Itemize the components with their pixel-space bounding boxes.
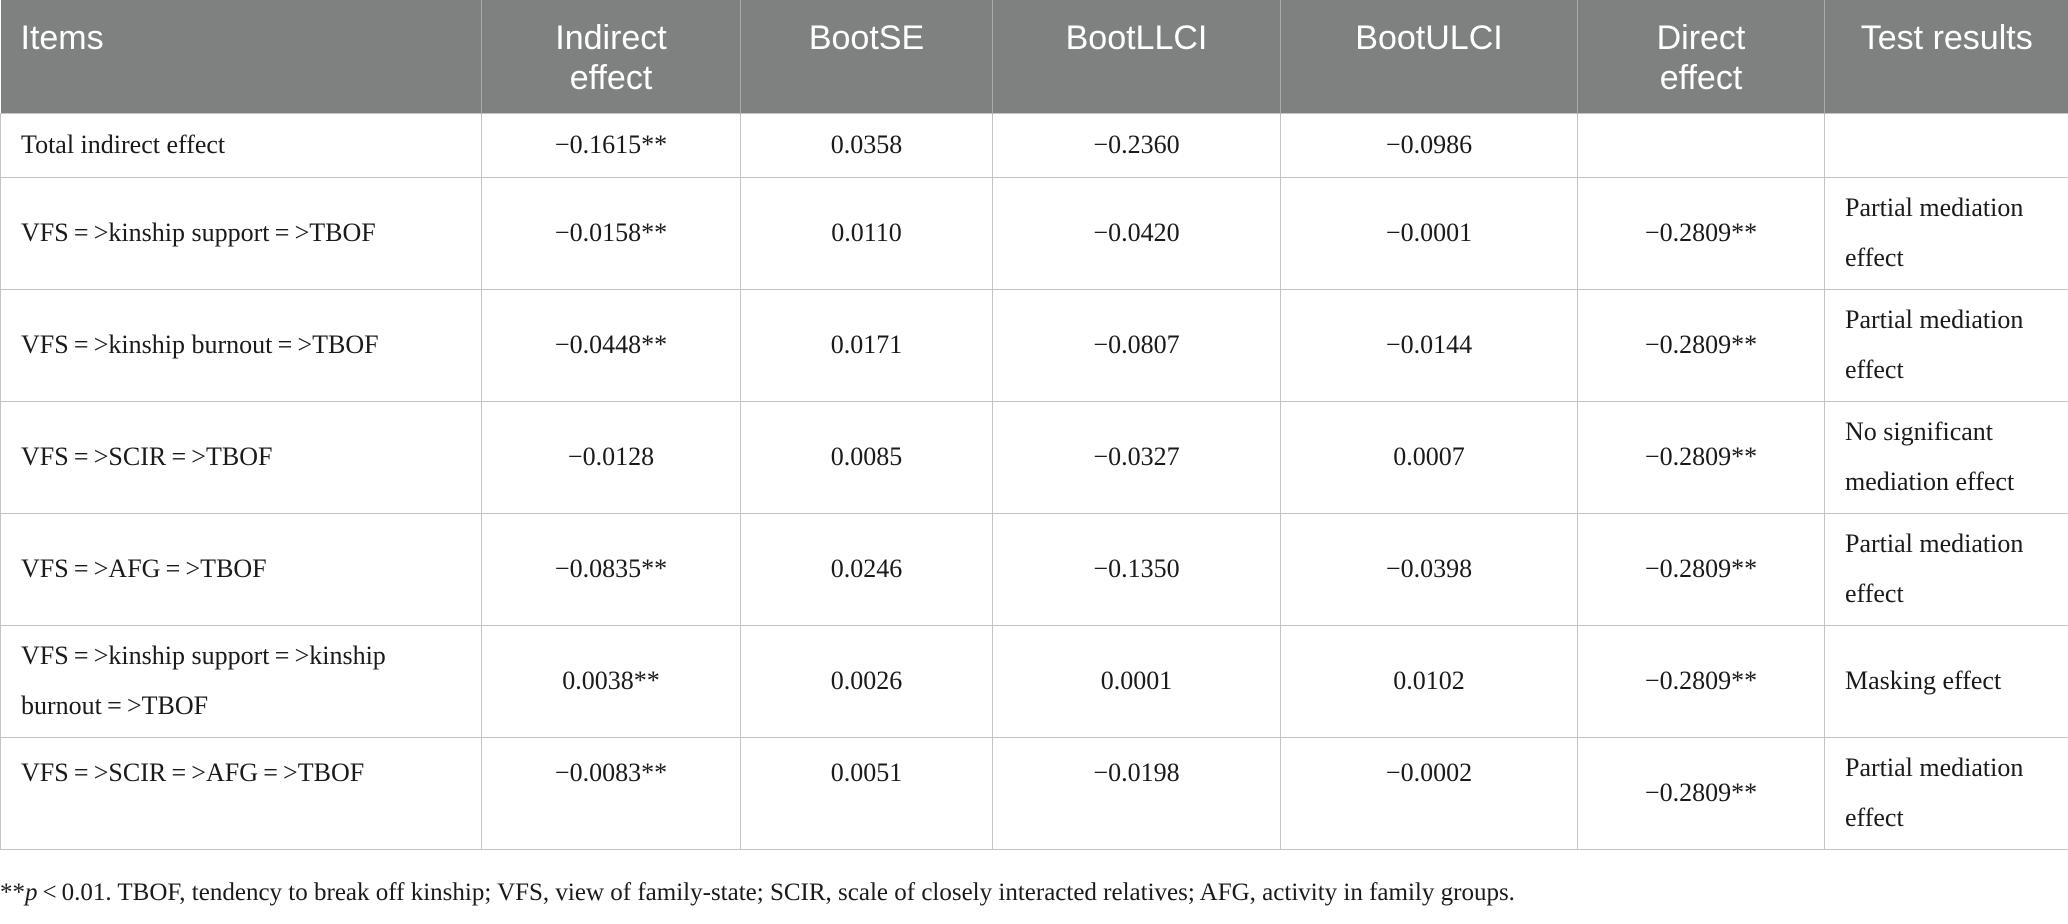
cell-bootllci: −0.0327 [992, 400, 1281, 514]
cell-bootllci: −0.0807 [992, 288, 1281, 402]
cell-test-result [1824, 112, 2068, 178]
cell-bootse: 0.0171 [740, 288, 993, 402]
cell-test-result: Masking effect [1824, 624, 2068, 738]
cell-item: VFS = >kinship support = >kinship burnou… [0, 624, 482, 738]
cell-test-result: No significant mediation effect [1824, 400, 2068, 514]
header-bootulci: BootULCI [1280, 0, 1578, 113]
cell-bootse: 0.0246 [740, 512, 993, 626]
cell-item: VFS = >kinship burnout = >TBOF [0, 288, 482, 402]
cell-bootllci: −0.1350 [992, 512, 1281, 626]
cell-bootulci: −0.0986 [1280, 112, 1578, 178]
cell-bootse: 0.0051 [740, 736, 993, 850]
cell-bootulci: 0.0007 [1280, 400, 1578, 514]
table-row: VFS = >SCIR = >TBOF −0.0128 0.0085 −0.03… [0, 400, 2068, 514]
cell-direct-effect [1577, 112, 1825, 178]
table-header-row: Items Indirect effect BootSE BootLLCI Boo… [0, 0, 2068, 113]
cell-bootulci: −0.0002 [1280, 736, 1578, 850]
cell-test-result: Partial mediation effect [1824, 288, 2068, 402]
table-row: VFS = >SCIR = >AFG = >TBOF −0.0083** 0.0… [0, 736, 2068, 850]
cell-direct-effect: −0.2809** [1577, 288, 1825, 402]
cell-direct-effect: −0.2809** [1577, 736, 1825, 850]
cell-indirect-effect: −0.0835** [481, 512, 741, 626]
footnote-stars: ** [0, 879, 25, 906]
cell-test-result: Partial mediation effect [1824, 512, 2068, 626]
mediation-results-table: Items Indirect effect BootSE BootLLCI Boo… [0, 0, 2068, 850]
cell-bootse: 0.0110 [740, 176, 993, 290]
cell-direct-effect: −0.2809** [1577, 512, 1825, 626]
cell-direct-effect: −0.2809** [1577, 400, 1825, 514]
footnote-text: < 0.01. TBOF, tendency to break off kins… [37, 879, 1515, 906]
cell-bootse: 0.0358 [740, 112, 993, 178]
cell-indirect-effect: −0.0158** [481, 176, 741, 290]
cell-item: VFS = >kinship support = >TBOF [0, 176, 482, 290]
cell-bootllci: −0.0198 [992, 736, 1281, 850]
cell-bootulci: −0.0144 [1280, 288, 1578, 402]
cell-direct-effect: −0.2809** [1577, 176, 1825, 290]
table-row: VFS = >AFG = >TBOF −0.0835** 0.0246 −0.1… [0, 512, 2068, 626]
cell-bootulci: −0.0001 [1280, 176, 1578, 290]
cell-indirect-effect: −0.1615** [481, 112, 741, 178]
cell-bootse: 0.0085 [740, 400, 993, 514]
cell-indirect-effect: −0.0448** [481, 288, 741, 402]
cell-direct-effect: −0.2809** [1577, 624, 1825, 738]
table-row: VFS = >kinship support = >kinship burnou… [0, 624, 2068, 738]
table-row: Total indirect effect −0.1615** 0.0358 −… [0, 112, 2068, 178]
footnote-p-symbol: p [25, 879, 38, 906]
cell-test-result: Partial mediation effect [1824, 736, 2068, 850]
header-indirect-effect: Indirect effect [481, 0, 741, 113]
cell-item: Total indirect effect [0, 112, 482, 178]
header-bootse: BootSE [740, 0, 993, 113]
cell-item: VFS = >AFG = >TBOF [0, 512, 482, 626]
table-row: VFS = >kinship support = >TBOF −0.0158**… [0, 176, 2068, 290]
cell-indirect-effect: 0.0038** [481, 624, 741, 738]
table-row: VFS = >kinship burnout = >TBOF −0.0448**… [0, 288, 2068, 402]
cell-bootllci: −0.0420 [992, 176, 1281, 290]
cell-indirect-effect: −0.0083** [481, 736, 741, 850]
header-bootllci: BootLLCI [992, 0, 1281, 113]
cell-bootllci: 0.0001 [992, 624, 1281, 738]
cell-bootulci: 0.0102 [1280, 624, 1578, 738]
header-items: Items [0, 0, 482, 113]
cell-item: VFS = >SCIR = >AFG = >TBOF [0, 736, 482, 850]
header-test-results: Test results [1824, 0, 2068, 113]
cell-bootulci: −0.0398 [1280, 512, 1578, 626]
cell-test-result: Partial mediation effect [1824, 176, 2068, 290]
cell-bootllci: −0.2360 [992, 112, 1281, 178]
header-direct-effect: Direct effect [1577, 0, 1825, 113]
cell-item: VFS = >SCIR = >TBOF [0, 400, 482, 514]
cell-indirect-effect: −0.0128 [481, 400, 741, 514]
cell-bootse: 0.0026 [740, 624, 993, 738]
table-footnote: **p < 0.01. TBOF, tendency to break off … [0, 878, 1515, 908]
